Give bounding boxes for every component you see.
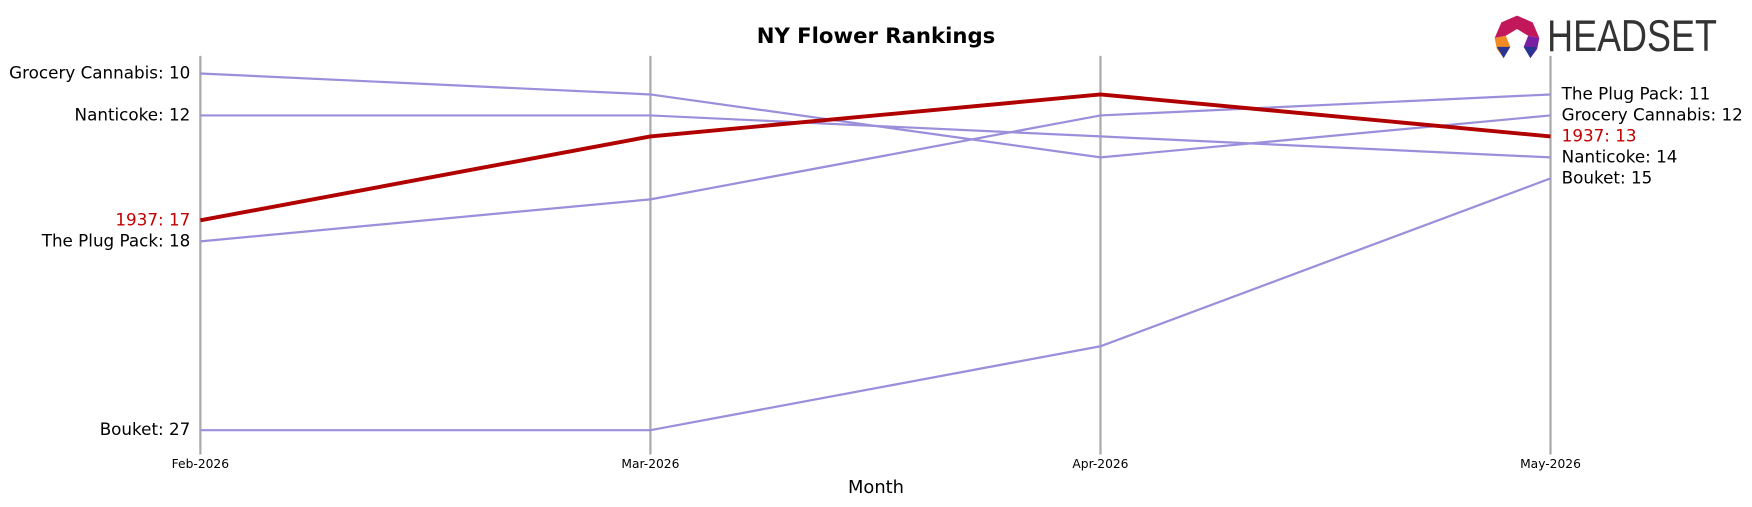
value-label: 1937: 17 — [115, 209, 190, 229]
x-tick-label: Feb-2026 — [172, 457, 230, 471]
value-label: Nanticoke: 12 — [75, 104, 191, 124]
value-label: 1937: 13 — [1562, 125, 1637, 145]
logo: HEADSET — [1494, 12, 1717, 61]
logo-mark — [1496, 46, 1511, 59]
series-line — [200, 92, 1551, 223]
chart-title: NY Flower Rankings — [757, 24, 996, 49]
series-line — [200, 114, 1551, 159]
value-label: Grocery Cannabis: 10 — [9, 62, 190, 82]
value-label: Nanticoke: 14 — [1562, 146, 1678, 166]
value-label: The Plug Pack: 18 — [41, 230, 191, 250]
series-line — [200, 177, 1551, 432]
x-tick-label: Apr-2026 — [1072, 457, 1128, 471]
logo-text: HEADSET — [1547, 12, 1717, 61]
logo-mark — [1494, 15, 1540, 38]
series-line — [200, 93, 1551, 243]
x-axis-label: Month — [848, 477, 904, 498]
x-tick-label: May-2026 — [1520, 457, 1581, 471]
value-label: Grocery Cannabis: 12 — [1562, 104, 1743, 124]
value-label: Bouket: 15 — [1562, 167, 1653, 187]
value-label: The Plug Pack: 11 — [1561, 83, 1711, 103]
value-label: Bouket: 27 — [100, 419, 191, 439]
logo-mark — [1523, 46, 1538, 59]
x-tick-label: Mar-2026 — [621, 457, 679, 471]
